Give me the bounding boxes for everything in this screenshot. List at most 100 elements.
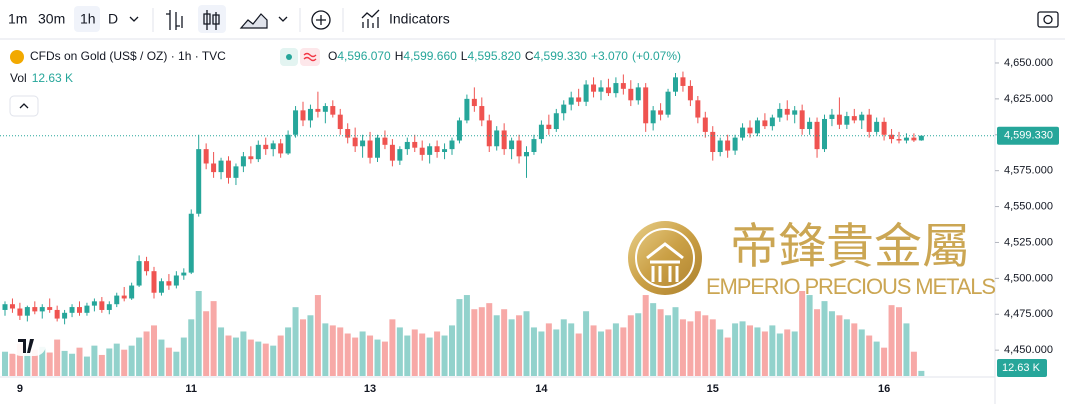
indicators-icon[interactable] (361, 9, 380, 28)
x-tick-label: 14 (535, 383, 548, 395)
volume-bar (106, 348, 113, 376)
ohlc-value: 4,599.660 (403, 49, 457, 63)
watermark-logo-ring (635, 228, 695, 288)
candle-body (285, 134, 291, 154)
x-tick-label: 11 (185, 383, 197, 395)
candle-body (419, 147, 425, 155)
y-tick-label: 4,525.000 (1004, 236, 1053, 248)
volume-bar (694, 311, 701, 376)
candle-body (2, 304, 8, 310)
interval-button[interactable]: D (108, 11, 118, 27)
candle-body (397, 149, 403, 161)
x-tick-label: 9 (17, 383, 23, 395)
candle-body (69, 307, 75, 313)
watermark-logo (628, 221, 702, 295)
candle-body (263, 144, 269, 150)
style-dropdown[interactable] (278, 16, 288, 22)
volume-bar (575, 333, 582, 376)
area-icon[interactable] (239, 13, 268, 29)
volume-bar (568, 323, 575, 376)
ohlc-key: C (525, 49, 534, 63)
candle-body (784, 108, 790, 115)
candle-body (829, 114, 835, 119)
candle-body (412, 141, 418, 148)
candle-body (881, 121, 887, 135)
volume-bar (203, 311, 210, 376)
compare-button[interactable] (311, 10, 331, 30)
candle-body (665, 91, 671, 115)
candle-body (203, 149, 209, 164)
volume-bar (836, 315, 843, 376)
candle-body (456, 120, 462, 141)
volume-bar (918, 370, 925, 376)
bars-icon[interactable] (166, 10, 183, 30)
interval-button[interactable]: 30m (38, 11, 65, 27)
candle-body (866, 114, 872, 132)
candle-body (844, 116, 850, 125)
candles-icon[interactable] (203, 10, 220, 30)
y-tick-label: 4,475.000 (1004, 308, 1053, 320)
candle-body (293, 110, 299, 135)
volume-bar (799, 291, 806, 376)
candle-body (173, 275, 179, 286)
candle-body (598, 87, 604, 92)
tv-logo[interactable] (18, 339, 34, 353)
watermark-logo-mark (646, 242, 684, 282)
volume-bar (471, 309, 478, 376)
candle-body (769, 117, 775, 127)
volume-bar (657, 309, 664, 376)
candle-body (591, 84, 597, 92)
volume-bar (739, 321, 746, 376)
candle-body (91, 301, 97, 306)
volume-bar (828, 311, 835, 376)
volume-bar (255, 341, 262, 376)
candle-body (54, 309, 60, 319)
symbol-title[interactable]: CFDs on Gold (US$ / OZ) · 1h · TVC (30, 49, 226, 63)
candle-body (754, 120, 760, 134)
candle-body (449, 140, 455, 150)
candle-body (382, 137, 388, 145)
interval-button[interactable]: 1h (80, 11, 96, 27)
volume-bar (851, 323, 858, 376)
volume-bar (46, 352, 53, 376)
volume-bar (121, 349, 128, 376)
collapse-legend[interactable] (9, 95, 39, 117)
interval-button[interactable]: 1m (8, 11, 27, 27)
change-value: +3.070 (591, 49, 628, 63)
y-tick-label: 4,650.000 (1004, 57, 1053, 69)
candle-body (99, 301, 105, 310)
interval-dropdown[interactable] (129, 16, 139, 22)
compare-plus (316, 15, 326, 25)
ohlc-key: H (395, 49, 404, 63)
volume-bar (307, 315, 314, 376)
volume-bar (910, 351, 917, 376)
candle-body (509, 140, 515, 150)
volume-bar (2, 351, 8, 376)
candle-body (278, 143, 284, 154)
volume-bar (858, 329, 865, 376)
volume-bar (31, 349, 38, 376)
candle-body (792, 110, 798, 115)
volume-bar (69, 353, 76, 376)
volume-bar (605, 329, 612, 376)
candle-body (740, 127, 746, 138)
volume-bar (389, 319, 396, 376)
snapshot-button[interactable] (1037, 11, 1059, 28)
volume-bar (225, 335, 232, 376)
indicators-button[interactable]: Indicators (389, 11, 450, 27)
volume-bar (665, 315, 672, 376)
volume-bar (441, 335, 448, 376)
candle-body (375, 137, 380, 158)
volume-bar (262, 343, 269, 376)
volume-bar (679, 319, 686, 376)
volume-bar (426, 337, 433, 376)
candle-body (464, 98, 470, 121)
ohlc-value: 4,595.820 (467, 49, 521, 63)
candle-body (494, 130, 500, 147)
candle-body (211, 163, 217, 173)
candle-body (360, 140, 366, 147)
volume-bar (903, 323, 910, 376)
candle-body (248, 156, 254, 160)
